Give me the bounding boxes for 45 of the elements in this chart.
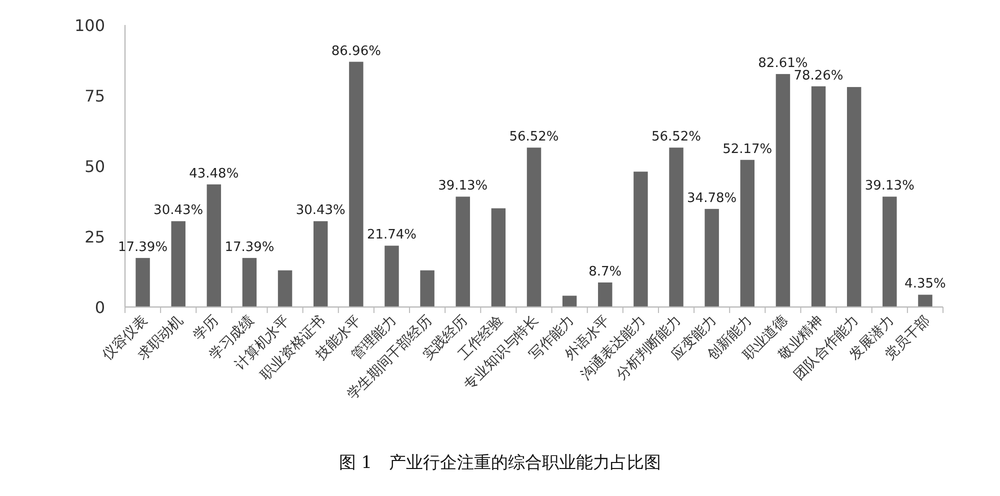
data-label: 8.7% (588, 264, 622, 280)
bar (349, 62, 364, 307)
data-label: 56.52% (509, 130, 559, 145)
data-label: 4.35% (904, 276, 946, 292)
data-label: 34.78% (687, 190, 737, 206)
bar (278, 270, 292, 307)
data-label: 39.13% (438, 178, 488, 194)
data-label: 86.96% (331, 44, 381, 59)
bar (740, 160, 755, 307)
bar (882, 196, 897, 307)
bar (918, 294, 932, 307)
data-label: 17.39% (118, 240, 168, 255)
data-label: 56.52% (651, 130, 702, 145)
y-tick-label: 25 (84, 228, 105, 246)
y-tick-label: 0 (94, 298, 105, 317)
data-label: 43.48% (189, 166, 239, 182)
bar (136, 258, 150, 307)
data-label: 52.17% (722, 142, 772, 157)
data-label: 39.13% (864, 178, 914, 194)
text: 图 1 产业行企注重的综合职业能力占比图 (338, 453, 662, 473)
data-label: 21.74% (366, 228, 417, 243)
bar (384, 246, 399, 307)
bar (313, 221, 328, 307)
data-label: 17.39% (224, 240, 274, 255)
data-label: 30.43% (154, 203, 204, 218)
bar (206, 184, 222, 307)
y-tick-label: 75 (84, 86, 105, 106)
bar (669, 148, 684, 307)
bar (704, 208, 719, 307)
bar (420, 270, 434, 307)
bar (598, 282, 612, 307)
data-label: 30.43% (296, 203, 346, 218)
bar (491, 208, 506, 307)
bar (634, 172, 648, 307)
bar (776, 74, 790, 307)
bar (171, 221, 186, 307)
bar (846, 87, 862, 307)
bar (562, 296, 577, 307)
y-tick-label: 50 (84, 157, 105, 176)
bar (242, 258, 257, 307)
bar (811, 86, 826, 307)
bar (456, 196, 470, 307)
y-tick-label: 100 (74, 16, 105, 35)
data-label: 78.26% (794, 68, 844, 84)
bar (526, 148, 542, 307)
